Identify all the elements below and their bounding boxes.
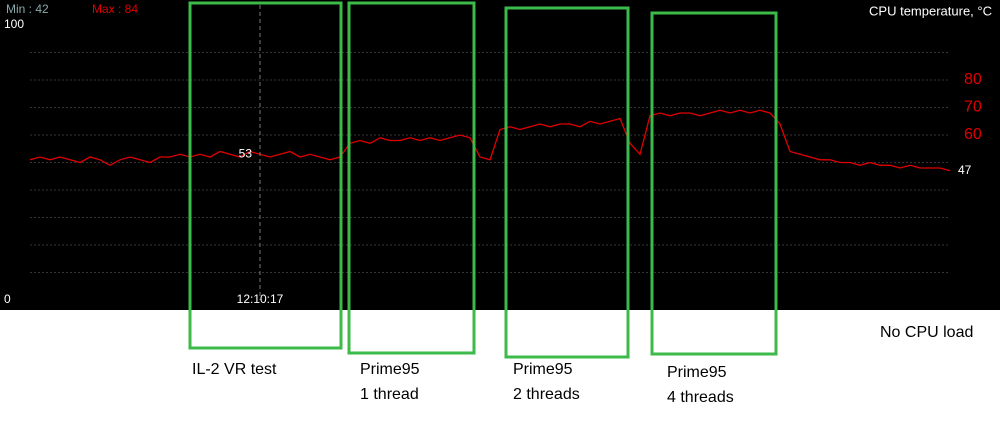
cursor-value: 53	[239, 146, 253, 160]
annotation-label: 2 threads	[513, 386, 580, 403]
temperature-line	[29, 109, 951, 172]
annotation-box	[188, 1, 343, 350]
annotation-box	[504, 6, 630, 359]
annotation-label: Prime95	[360, 361, 420, 378]
graph-background	[0, 0, 1000, 310]
y-tick-label: 0	[4, 292, 11, 306]
y2-tick-label: 60	[964, 126, 982, 143]
annotation-box	[347, 1, 476, 355]
annotation-label: Prime95	[667, 364, 727, 381]
cursor-time: 12:10:17	[237, 292, 284, 306]
annotation-label: Prime95	[513, 361, 573, 378]
min-stat: Min : 42	[6, 2, 49, 16]
annotation-box	[650, 11, 778, 356]
annotation-label: 4 threads	[667, 389, 734, 406]
note: No CPU load	[880, 324, 973, 341]
y-tick-label: 100	[4, 17, 24, 31]
annotation-label: 1 thread	[360, 386, 419, 403]
current-value: 47	[958, 163, 972, 177]
y2-tick-label: 70	[964, 99, 982, 116]
max-stat: Max : 84	[92, 2, 138, 16]
y2-tick-label: 80	[964, 71, 982, 88]
annotation-label: IL-2 VR test	[192, 361, 277, 378]
chart-title: CPU temperature, °C	[869, 3, 992, 18]
